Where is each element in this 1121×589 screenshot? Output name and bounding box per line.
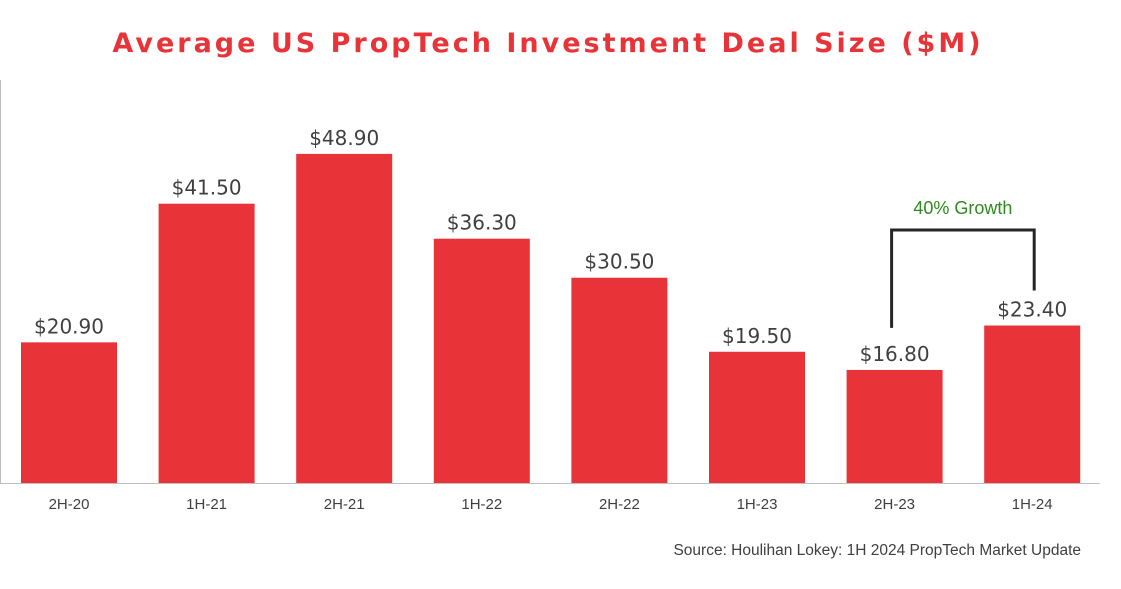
- data-label-1H-23: $19.50: [722, 324, 792, 348]
- data-label-1H-21: $41.50: [172, 176, 242, 200]
- growth-annotation-label: 40% Growth: [913, 198, 1012, 218]
- source-note: Source: Houlihan Lokey: 1H 2024 PropTech…: [673, 542, 1081, 559]
- bar-2H-23: [846, 369, 943, 483]
- bar-1H-24: [984, 325, 1081, 483]
- bar-1H-22: [433, 238, 530, 483]
- bar-2H-21: [296, 153, 393, 483]
- x-tick-label-2H-22: 2H-22: [599, 496, 640, 513]
- x-tick-label-1H-23: 1H-23: [737, 496, 778, 513]
- bar-2H-22: [571, 277, 668, 483]
- growth-bracket: [890, 228, 1036, 328]
- x-tick-label-1H-24: 1H-24: [1012, 496, 1053, 513]
- data-label-2H-20: $20.90: [34, 314, 104, 338]
- x-tick-label-2H-23: 2H-23: [874, 496, 915, 513]
- bar-1H-21: [158, 203, 255, 483]
- data-label-2H-23: $16.80: [860, 342, 930, 366]
- bar-2H-20: [21, 342, 117, 483]
- x-tick-label-1H-22: 1H-22: [461, 496, 502, 513]
- chart-title: Average US PropTech Investment Deal Size…: [112, 28, 984, 59]
- data-label-2H-22: $30.50: [584, 250, 654, 274]
- data-label-1H-22: $36.30: [447, 211, 517, 235]
- x-tick-label-1H-21: 1H-21: [186, 496, 227, 513]
- data-label-1H-24: $23.40: [997, 298, 1067, 322]
- data-label-2H-21: $48.90: [309, 126, 379, 150]
- x-tick-label-2H-21: 2H-21: [324, 496, 365, 513]
- bar-1H-23: [709, 351, 805, 483]
- x-tick-label-2H-20: 2H-20: [49, 496, 90, 513]
